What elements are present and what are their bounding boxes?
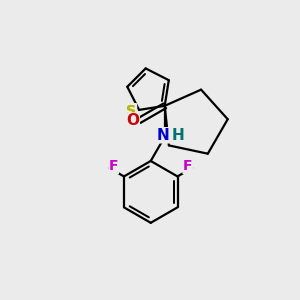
Text: S: S xyxy=(126,104,136,118)
Text: N: N xyxy=(157,128,169,143)
Text: O: O xyxy=(126,113,139,128)
Text: S: S xyxy=(126,104,136,118)
Text: H: H xyxy=(172,128,184,143)
Text: F: F xyxy=(183,160,193,173)
Text: S: S xyxy=(126,104,136,118)
Text: F: F xyxy=(109,160,118,173)
